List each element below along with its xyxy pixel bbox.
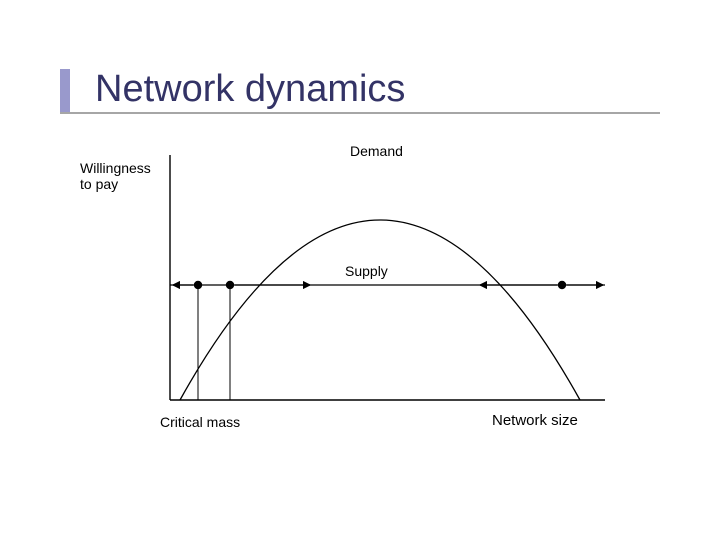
equilibrium-point-1 [226, 281, 234, 289]
demand-curve [180, 220, 580, 400]
title-accent [60, 69, 70, 113]
equilibrium-point-2 [558, 281, 566, 289]
label-y_axis: Willingness to pay [80, 160, 151, 192]
equilibrium-point-0 [194, 281, 202, 289]
label-supply: Supply [345, 263, 388, 279]
label-x_axis: Network size [492, 412, 578, 429]
title-underline [60, 112, 660, 114]
label-demand: Demand [350, 143, 403, 159]
network-dynamics-diagram [80, 140, 640, 440]
slide: { "title": { "text": "Network dynamics",… [0, 0, 720, 540]
label-critical_mass: Critical mass [160, 414, 240, 430]
slide-title: Network dynamics [95, 68, 405, 111]
